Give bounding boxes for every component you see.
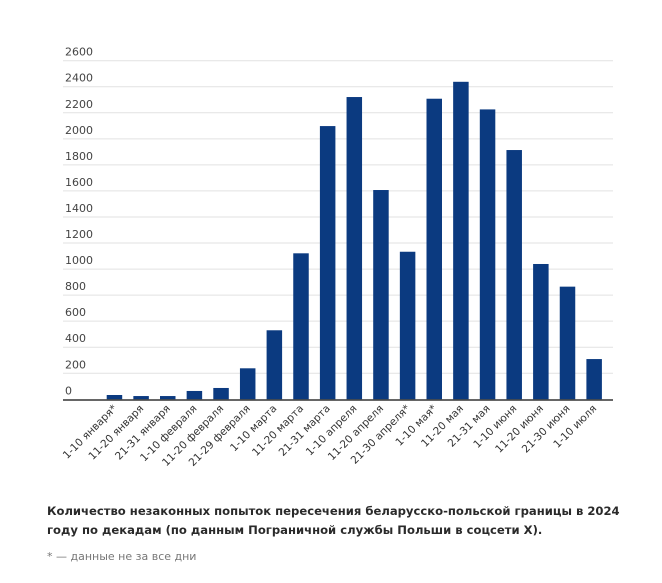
bar [186, 390, 203, 400]
bar [533, 263, 549, 400]
y-tick-label: 1400 [65, 202, 93, 215]
bar [133, 396, 149, 400]
y-tick-label: 2200 [65, 98, 93, 111]
bar [213, 387, 229, 400]
y-tick-label: 400 [65, 332, 86, 345]
bar [373, 190, 389, 400]
bar [106, 395, 123, 400]
bar [559, 286, 576, 400]
bar [293, 253, 309, 400]
bar [399, 251, 416, 400]
bar [426, 98, 442, 400]
y-tick-label: 2000 [65, 124, 93, 137]
y-tick-label: 1200 [65, 228, 93, 241]
bar-chart: 0 200 400 600 800 1000 1200 1400 1600 1800 2000 220… [61, 46, 613, 469]
chart-caption: Количество незаконных попыток пересечени… [47, 504, 620, 537]
y-tick-label: 1800 [65, 150, 93, 163]
y-tick-label: 2600 [65, 46, 93, 59]
y-tick-label: 1600 [65, 176, 93, 189]
y-tick-label: 600 [65, 306, 86, 319]
bar [586, 359, 602, 400]
bar [319, 126, 336, 400]
bar [346, 97, 363, 400]
bar [479, 109, 496, 400]
y-tick-label: 1000 [65, 254, 93, 267]
y-tick-label: 0 [65, 384, 72, 397]
bar [266, 330, 283, 400]
bar [160, 396, 176, 400]
y-tick-label: 800 [65, 280, 86, 293]
bar [506, 150, 522, 400]
y-tick-label: 2400 [65, 72, 93, 85]
footnote: * — данные не за все дни [47, 550, 197, 563]
y-tick-label: 200 [65, 358, 86, 371]
bar [453, 81, 469, 400]
bar [239, 368, 256, 400]
